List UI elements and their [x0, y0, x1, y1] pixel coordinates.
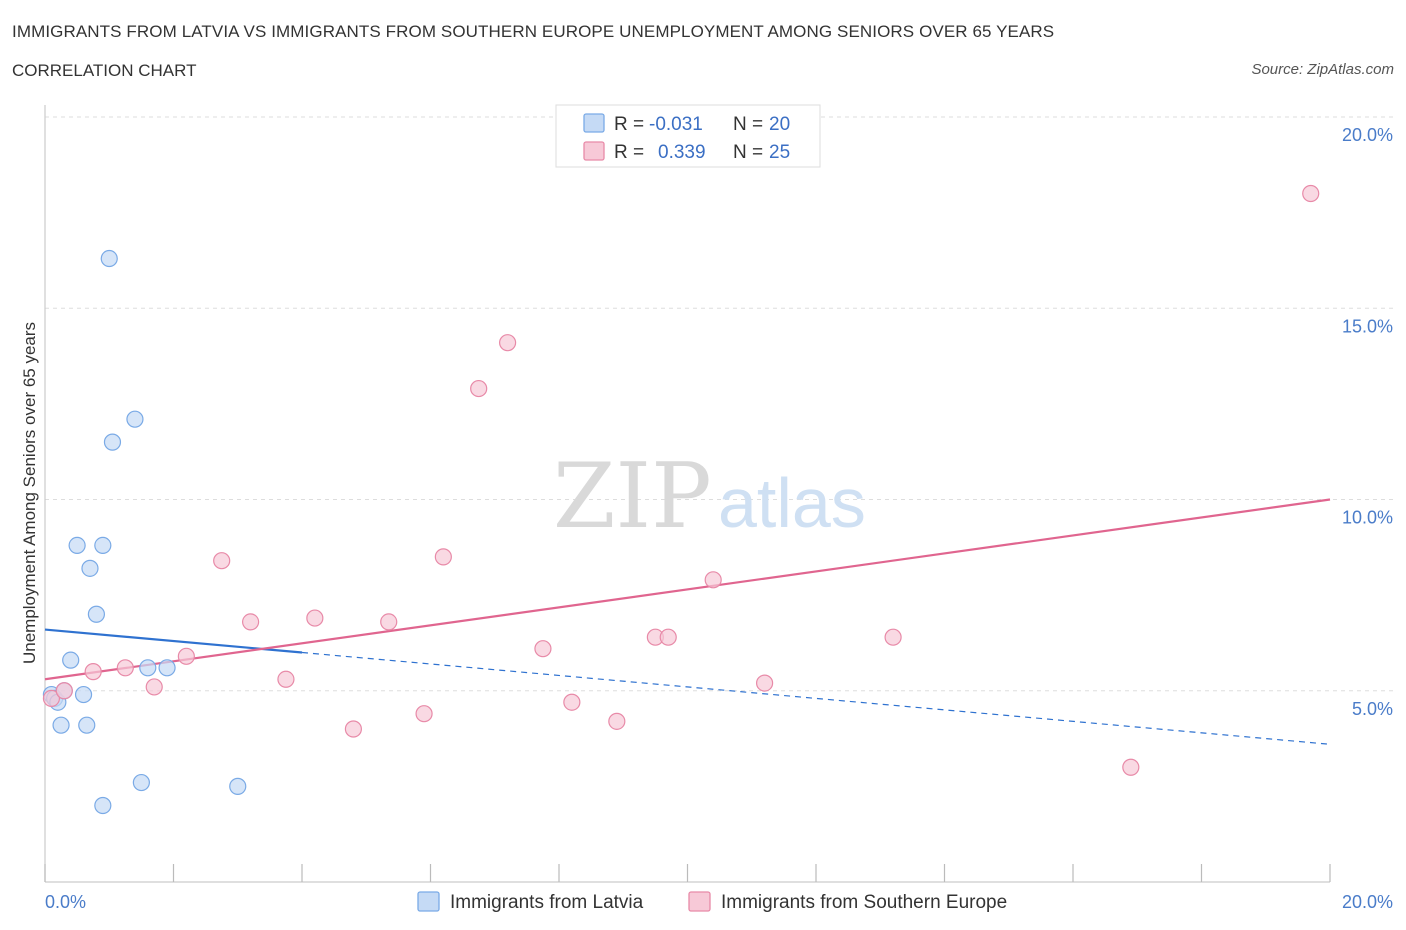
legend-n-value-latvia: 20	[769, 114, 790, 135]
point-southern-europe	[415, 705, 433, 723]
x-tick-label-min: 0.0%	[45, 892, 86, 912]
point-latvia	[62, 651, 80, 669]
y-axis-label: Unemployment Among Seniors over 65 years	[20, 322, 39, 664]
point-southern-europe	[704, 571, 722, 589]
legend-r-label-southern-europe: R =	[614, 142, 644, 163]
point-latvia	[158, 659, 176, 677]
watermark: ZIP atlas	[553, 444, 866, 549]
point-southern-europe	[380, 613, 398, 631]
point-southern-europe	[755, 674, 774, 692]
point-southern-europe	[534, 640, 552, 658]
legend-n-label-southern-europe: N =	[733, 142, 763, 163]
legend-n-value-southern-europe: 25	[769, 142, 790, 163]
point-southern-europe	[145, 678, 163, 696]
point-southern-europe	[55, 682, 73, 700]
point-latvia	[139, 659, 157, 677]
legend-n-label-latvia: N =	[733, 114, 763, 135]
point-latvia	[229, 777, 247, 795]
point-latvia	[78, 716, 96, 734]
chart-source: Source: ZipAtlas.com	[1251, 61, 1394, 78]
point-southern-europe	[659, 628, 677, 646]
correlation-legend: R = -0.031 N = 20 R = 0.339 N = 25	[555, 104, 821, 168]
point-southern-europe	[470, 379, 488, 398]
y-tick-label: 15.0%	[1342, 316, 1393, 336]
series-legend: Immigrants from Latvia Immigrants from S…	[417, 891, 1007, 913]
bottom-legend-swatch-southern-europe	[688, 891, 711, 912]
legend-r-value-southern-europe: 0.339	[658, 142, 706, 163]
point-latvia	[68, 536, 86, 555]
trend-line-latvia-extension	[301, 651, 1331, 745]
trend-line-southern-europe	[44, 498, 1331, 681]
point-southern-europe	[608, 712, 626, 730]
point-southern-europe	[884, 628, 902, 646]
legend-r-label-latvia: R =	[614, 114, 644, 135]
point-latvia	[126, 410, 144, 428]
watermark-atlas: atlas	[718, 464, 866, 542]
axes-layer: 5.0% 10.0% 15.0% 20.0% 0.0% 20.0%	[44, 105, 1393, 912]
chart-title: IMMIGRANTS FROM LATVIA VS IMMIGRANTS FRO…	[12, 22, 1055, 41]
point-latvia	[74, 685, 93, 704]
point-southern-europe	[42, 689, 61, 708]
chart-subtitle: CORRELATION CHART	[12, 61, 197, 80]
point-latvia	[103, 433, 122, 451]
y-tick-label: 5.0%	[1352, 699, 1393, 719]
bottom-legend-swatch-latvia	[417, 891, 440, 912]
legend-r-value-latvia: -0.031	[649, 114, 703, 135]
trend-layer	[44, 498, 1331, 745]
point-latvia	[94, 536, 112, 555]
point-latvia	[100, 249, 118, 268]
bottom-legend-label-southern-europe: Immigrants from Southern Europe	[721, 892, 1007, 913]
point-southern-europe	[116, 659, 134, 677]
point-southern-europe	[434, 548, 452, 566]
point-southern-europe	[563, 693, 581, 711]
legend-swatch-southern-europe	[583, 141, 605, 161]
point-southern-europe	[242, 613, 260, 631]
point-latvia	[132, 773, 150, 792]
point-southern-europe	[1122, 758, 1140, 776]
bottom-legend-label-latvia: Immigrants from Latvia	[450, 892, 644, 913]
point-latvia	[81, 559, 99, 577]
watermark-zip: ZIP	[553, 444, 712, 549]
legend-swatch-latvia	[583, 113, 605, 133]
point-southern-europe	[177, 647, 195, 665]
point-southern-europe	[306, 609, 324, 627]
y-tick-label: 10.0%	[1342, 508, 1393, 528]
x-tick-label-max: 20.0%	[1342, 892, 1393, 912]
point-latvia	[87, 605, 106, 623]
point-southern-europe	[213, 552, 231, 570]
point-latvia	[52, 716, 70, 734]
y-tick-label: 20.0%	[1342, 125, 1393, 145]
point-southern-europe	[344, 720, 362, 738]
point-southern-europe	[499, 334, 517, 352]
point-southern-europe	[1302, 184, 1320, 203]
point-southern-europe	[277, 670, 295, 688]
point-southern-europe	[84, 663, 102, 681]
point-latvia	[94, 796, 112, 815]
points-layer	[42, 184, 1320, 815]
grid-layer	[45, 116, 1395, 692]
